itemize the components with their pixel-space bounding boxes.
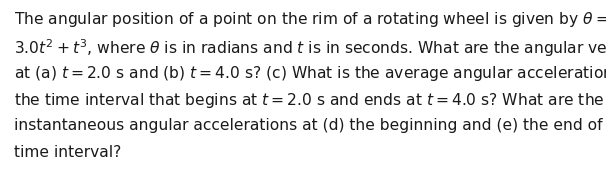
Text: time interval?: time interval? <box>14 145 121 160</box>
Text: at (a) $t = 2.0$ s and (b) $t = 4.0$ s? (c) What is the average angular accelera: at (a) $t = 2.0$ s and (b) $t = 4.0$ s? … <box>14 64 606 83</box>
Text: instantaneous angular accelerations at (d) the beginning and (e) the end of this: instantaneous angular accelerations at (… <box>14 118 606 133</box>
Text: the time interval that begins at $t = 2.0$ s and ends at $t = 4.0$ s? What are t: the time interval that begins at $t = 2.… <box>14 91 605 110</box>
Text: $3.0t^2 + t^3$, where $\theta$ is in radians and $t$ is in seconds. What are the: $3.0t^2 + t^3$, where $\theta$ is in rad… <box>14 37 606 59</box>
Text: The angular position of a point on the rim of a rotating wheel is given by $\the: The angular position of a point on the r… <box>14 10 606 29</box>
